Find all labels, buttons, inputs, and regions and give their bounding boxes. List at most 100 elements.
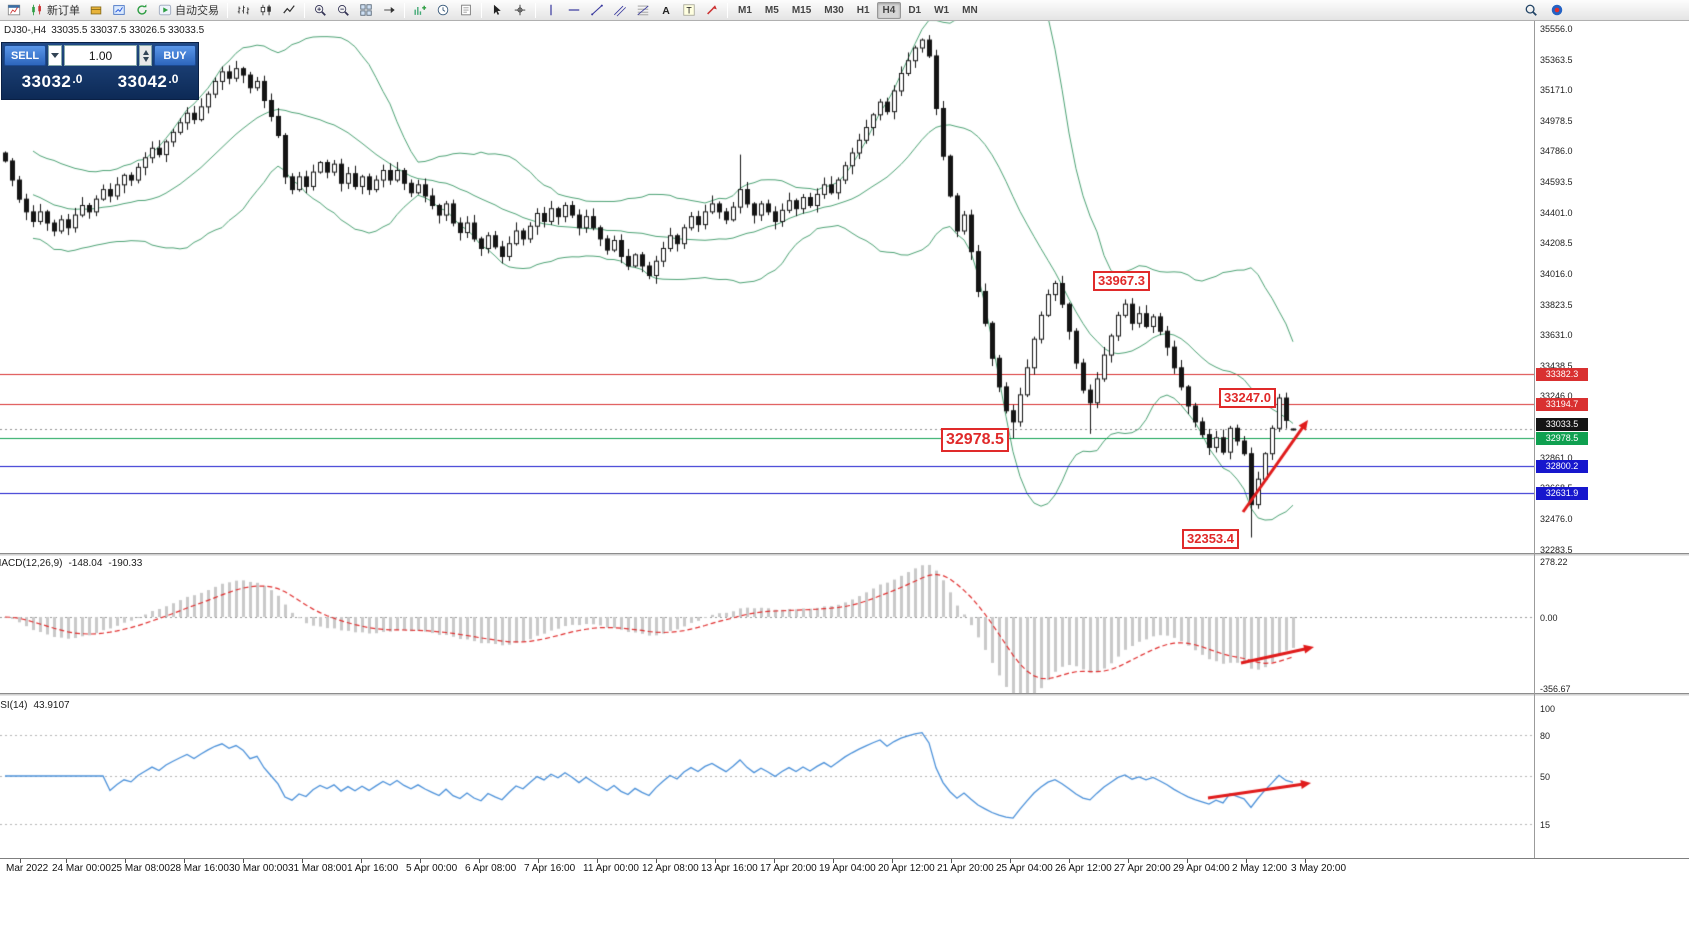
- buy-price[interactable]: 33042 .0: [100, 66, 196, 97]
- bar-chart-button[interactable]: [232, 1, 254, 19]
- time-axis-label: 17 Apr 20:00: [760, 863, 817, 874]
- time-axis-label: 7 Apr 16:00: [524, 863, 576, 874]
- volume-stepper[interactable]: [139, 45, 152, 66]
- timeframe-m1-button[interactable]: M1: [738, 4, 752, 16]
- equidistant-channel-icon: [613, 3, 627, 17]
- refresh-button[interactable]: [131, 1, 153, 19]
- sell-price-pips: .0: [72, 71, 83, 86]
- volume-dropdown[interactable]: [48, 45, 62, 66]
- time-axis-label: 3 May 20:00: [1291, 863, 1347, 874]
- current-price-tag: 33033.5: [1536, 418, 1588, 432]
- price-level-tag[interactable]: 32631.9: [1536, 487, 1588, 501]
- price-axis-label: 33246.0: [1540, 391, 1573, 402]
- price-axis-label: 33438.5: [1540, 360, 1573, 371]
- text-label-button[interactable]: T: [678, 1, 700, 19]
- price-level-tag[interactable]: 33382.3: [1536, 367, 1588, 381]
- price-annotation[interactable]: 32978.5: [941, 428, 1009, 452]
- fibonacci-retracement-icon: [636, 3, 650, 17]
- search-button[interactable]: [1520, 1, 1542, 19]
- line-chart-button[interactable]: [278, 1, 300, 19]
- data-window-button[interactable]: [108, 1, 130, 19]
- arrows-object-icon: [705, 3, 719, 17]
- time-axis-tick: [715, 859, 716, 863]
- vertical-line-button[interactable]: [540, 1, 562, 19]
- price-level-tag[interactable]: 32978.5: [1536, 432, 1588, 446]
- price-level-tag[interactable]: 32800.2: [1536, 460, 1588, 474]
- macd-header: MACD(12,26,9) -148.04 -190.33: [0, 558, 148, 569]
- chart-shift-icon: [382, 3, 396, 17]
- volume-input[interactable]: 1.00: [64, 45, 137, 66]
- price-axis-label: 33631.0: [1540, 330, 1573, 341]
- main-chart-canvas[interactable]: [0, 20, 1534, 554]
- chevron-down-icon: [51, 53, 59, 58]
- macd-axis-label: 0.00: [1540, 613, 1558, 623]
- price-annotation[interactable]: 32353.4: [1182, 529, 1239, 550]
- search-icon: [1524, 3, 1538, 17]
- cursor-button[interactable]: [486, 1, 508, 19]
- time-axis-label: 13 Apr 16:00: [701, 863, 758, 874]
- timeframe-d1-button[interactable]: D1: [908, 4, 922, 16]
- equidistant-channel-button[interactable]: [609, 1, 631, 19]
- horizontal-line-icon: [567, 3, 581, 17]
- macd-name-label: MACD(12,26,9): [0, 558, 63, 569]
- refresh-icon: [135, 3, 149, 17]
- toolbar-separator: [304, 2, 305, 18]
- periods-button[interactable]: [432, 1, 454, 19]
- rsi-header: RSI(14) 43.9107: [0, 700, 76, 711]
- macd-signal-value: -190.33: [108, 558, 143, 569]
- time-axis-tick: [1069, 859, 1070, 863]
- text-button[interactable]: A: [655, 1, 677, 19]
- new-order-button[interactable]: 新订单: [26, 1, 84, 19]
- sell-price[interactable]: 33032 .0: [4, 66, 100, 97]
- sell-button[interactable]: SELL: [4, 45, 46, 66]
- timeframe-h4-button[interactable]: H4: [876, 1, 902, 19]
- timeframe-m5-button[interactable]: M5: [764, 4, 779, 16]
- price-level-tag[interactable]: 33194.7: [1536, 397, 1588, 411]
- panel-splitter[interactable]: [0, 693, 1689, 696]
- timeframe-m15-button[interactable]: M15: [791, 4, 812, 16]
- timeframe-mn-button[interactable]: MN: [962, 4, 978, 16]
- templates-button[interactable]: [455, 1, 477, 19]
- horizontal-line-button[interactable]: [563, 1, 585, 19]
- symbol-ohlc-header: DJ30-,H4 33035.5 33037.5 33026.5 33033.5: [4, 25, 209, 36]
- price-annotation[interactable]: 33967.3: [1093, 271, 1150, 292]
- auto-trading-button[interactable]: 自动交易: [154, 1, 223, 19]
- candlestick-chart-button[interactable]: [255, 1, 277, 19]
- panel-splitter[interactable]: [0, 553, 1689, 556]
- buy-button[interactable]: BUY: [154, 45, 196, 66]
- time-axis-label: 25 Apr 04:00: [996, 863, 1053, 874]
- macd-panel-canvas[interactable]: [0, 556, 1534, 693]
- market-watch-button[interactable]: [85, 1, 107, 19]
- new-order-label: 新订单: [47, 5, 80, 17]
- time-axis-tick: [774, 859, 775, 863]
- timeframe-m30-button[interactable]: M30: [824, 4, 844, 16]
- time-axis-label: 30 Mar 00:00: [229, 863, 288, 874]
- cursor-icon: [490, 3, 504, 17]
- zoom-out-button[interactable]: [332, 1, 354, 19]
- price-axis-label: 35171.0: [1540, 85, 1573, 96]
- community-icon: [1550, 3, 1564, 17]
- tile-windows-button[interactable]: [355, 1, 377, 19]
- zoom-out-icon: [336, 3, 350, 17]
- new-chart-button[interactable]: [3, 1, 25, 19]
- fibonacci-retracement-button[interactable]: [632, 1, 654, 19]
- zoom-in-button[interactable]: [309, 1, 331, 19]
- crosshair-button[interactable]: [509, 1, 531, 19]
- timeframe-w1-button[interactable]: W1: [934, 4, 950, 16]
- rsi-panel-canvas[interactable]: [0, 696, 1534, 858]
- price-axis-label: 35363.5: [1540, 54, 1573, 65]
- toolbar-separator: [481, 2, 482, 18]
- trendline-button[interactable]: [586, 1, 608, 19]
- arrows-object-button[interactable]: [701, 1, 723, 19]
- toolbar-separator: [227, 2, 228, 18]
- time-axis-tick: [184, 859, 185, 863]
- rsi-axis-label: 100: [1540, 704, 1556, 714]
- macd-axis-label: -356.67: [1540, 684, 1571, 695]
- price-annotation[interactable]: 33247.0: [1219, 388, 1276, 409]
- time-axis-tick: [538, 859, 539, 863]
- community-button[interactable]: [1546, 1, 1568, 19]
- timeframe-h1-button[interactable]: H1: [856, 4, 870, 16]
- time-axis-tick: [1246, 859, 1247, 863]
- indicators-button[interactable]: [409, 1, 431, 19]
- chart-shift-button[interactable]: [378, 1, 400, 19]
